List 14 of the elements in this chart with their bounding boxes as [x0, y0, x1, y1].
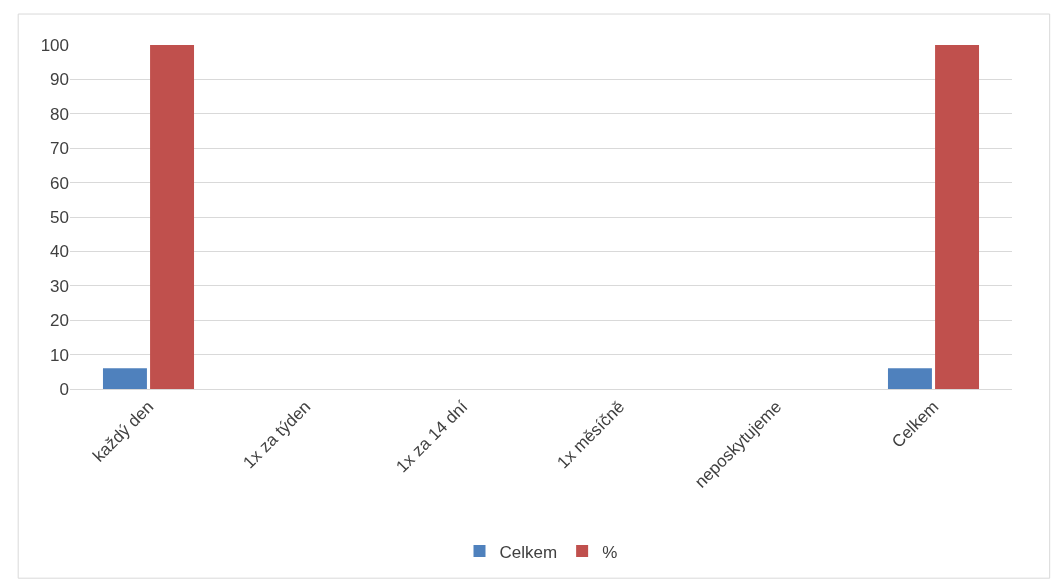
y-tick-label: 60 [50, 173, 69, 193]
y-tick-label: 30 [50, 276, 69, 296]
y-tick-label: 40 [50, 242, 69, 262]
y-tick-label: 20 [50, 311, 69, 331]
legend-label: Celkem [499, 542, 558, 562]
legend-label: % [602, 542, 618, 562]
y-tick-label: 70 [50, 139, 69, 159]
y-tick-label: 0 [59, 379, 69, 399]
y-tick-label: 10 [50, 345, 69, 365]
x-tick-label: 1x za 14 dní [392, 397, 472, 477]
y-tick-label: 90 [50, 70, 69, 90]
y-tick-label: 50 [50, 207, 69, 227]
y-tick-label: 100 [40, 35, 69, 55]
y-tick-label: 80 [50, 104, 69, 124]
